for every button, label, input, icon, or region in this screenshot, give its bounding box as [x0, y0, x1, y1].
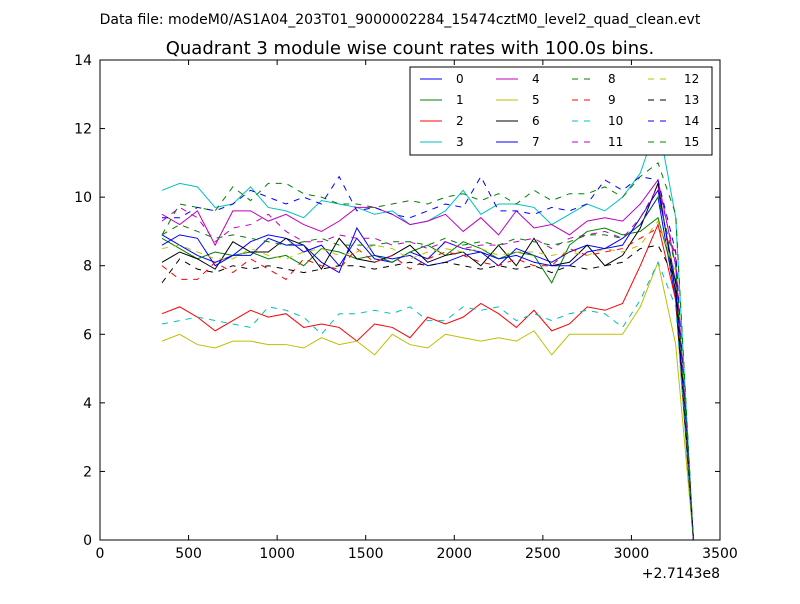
y-tick-label: 10	[74, 190, 92, 206]
legend-label-12: 12	[684, 72, 699, 86]
x-tick-label: 1500	[348, 546, 384, 562]
series-line-12	[161, 220, 694, 540]
legend-label-4: 4	[532, 72, 540, 86]
legend-label-1: 1	[456, 93, 464, 107]
legend-label-15: 15	[684, 135, 699, 149]
series-line-8	[161, 162, 694, 540]
series-line-10	[161, 261, 694, 540]
legend-label-5: 5	[532, 93, 540, 107]
y-tick-label: 12	[74, 122, 92, 138]
series-line-13	[161, 244, 694, 540]
axes-frame	[99, 59, 721, 541]
legend-label-14: 14	[684, 114, 699, 128]
x-tick-label: 3000	[614, 546, 650, 562]
y-tick-label: 14	[74, 53, 92, 69]
y-tick-label: 4	[83, 396, 92, 412]
series-line-6	[161, 181, 694, 540]
legend-label-3: 3	[456, 135, 464, 149]
series-line-2	[161, 222, 694, 540]
x-tick-label: 0	[96, 546, 105, 562]
series-line-7	[161, 188, 694, 540]
legend-label-10: 10	[608, 114, 623, 128]
legend-label-6: 6	[532, 114, 540, 128]
series-line-9	[161, 227, 694, 540]
series-line-4	[161, 178, 694, 540]
x-tick-label: 2500	[525, 546, 561, 562]
series-line-5	[161, 260, 694, 540]
series-line-14	[162, 175, 694, 540]
legend-label-7: 7	[532, 135, 540, 149]
y-tick-label: 8	[83, 259, 92, 275]
legend-label-13: 13	[684, 93, 699, 107]
chart-title: Quadrant 3 module wise count rates with …	[166, 38, 655, 59]
series-line-15	[161, 195, 694, 540]
legend-label-2: 2	[456, 114, 464, 128]
y-tick-label: 0	[83, 533, 92, 549]
x-offset-label: +2.7143e8	[642, 566, 720, 582]
legend-label-0: 0	[456, 72, 464, 86]
x-tick-label: 2000	[436, 546, 472, 562]
x-tick-label: 500	[175, 546, 202, 562]
series-line-0	[161, 195, 694, 540]
series-line-3	[161, 119, 694, 540]
legend-label-9: 9	[608, 93, 616, 107]
legend-box	[409, 66, 713, 156]
series-line-11	[161, 185, 694, 540]
x-tick-label: 3500	[702, 546, 738, 562]
x-tick-label: 1000	[259, 546, 295, 562]
y-tick-label: 2	[83, 464, 92, 480]
series-group	[161, 119, 694, 540]
plot-area	[161, 119, 694, 540]
legend-label-8: 8	[608, 72, 616, 86]
figure-suptitle: Data file: modeM0/AS1A04_203T01_90000022…	[100, 12, 701, 28]
y-tick-label: 6	[83, 327, 92, 343]
legend-label-11: 11	[608, 135, 623, 149]
